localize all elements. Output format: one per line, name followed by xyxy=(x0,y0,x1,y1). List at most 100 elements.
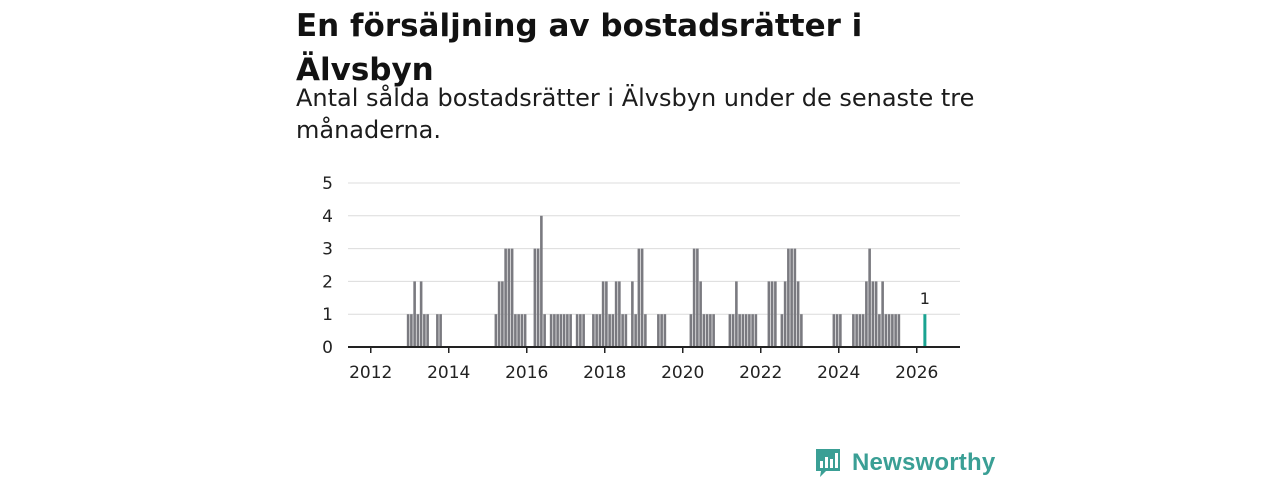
y-tick-label: 0 xyxy=(322,338,333,358)
bar xyxy=(835,314,839,347)
bar-chart-speech-bubble-icon xyxy=(816,449,840,477)
bar xyxy=(566,314,569,347)
x-tick-label: 2014 xyxy=(427,363,470,383)
bar xyxy=(865,281,868,347)
bar xyxy=(504,248,507,347)
x-tick-label: 2012 xyxy=(349,363,392,383)
bar xyxy=(618,281,621,347)
bar xyxy=(644,314,647,347)
bar xyxy=(800,314,803,347)
bar xyxy=(423,314,426,347)
bar xyxy=(692,248,696,347)
bar xyxy=(832,314,836,347)
bar xyxy=(631,281,634,347)
bars xyxy=(406,215,927,347)
bar xyxy=(790,248,793,347)
bar xyxy=(852,314,855,347)
bar xyxy=(891,314,894,347)
bar xyxy=(501,281,504,347)
bar xyxy=(419,281,423,347)
bar xyxy=(741,314,745,347)
bar xyxy=(657,314,660,347)
bar xyxy=(689,314,693,347)
bar xyxy=(738,314,741,347)
chart-title: En försäljning av bostadsrätter i Älvsby… xyxy=(296,8,863,88)
bar xyxy=(582,314,585,347)
chart-subtitle: Antal sålda bostadsrätter i Älvsbyn unde… xyxy=(296,84,975,144)
bar xyxy=(728,314,732,347)
bar xyxy=(543,314,546,347)
y-tick-label: 3 xyxy=(322,240,333,260)
bar xyxy=(871,281,875,347)
bar xyxy=(709,314,712,347)
bar xyxy=(878,314,881,347)
bar xyxy=(767,281,771,347)
bar xyxy=(562,314,566,347)
bar xyxy=(614,281,618,347)
bar xyxy=(575,314,579,347)
bar xyxy=(601,281,605,347)
bar xyxy=(549,314,553,347)
annotations: 1 xyxy=(920,289,930,308)
bar xyxy=(598,314,602,347)
x-tick-label: 2016 xyxy=(505,363,548,383)
bar xyxy=(595,314,598,347)
bar xyxy=(770,281,774,347)
bar xyxy=(436,314,439,347)
bar xyxy=(894,314,897,347)
bar xyxy=(640,248,644,347)
x-tick-label: 2024 xyxy=(817,363,860,383)
bar xyxy=(663,314,667,347)
y-tick-label: 5 xyxy=(322,174,333,194)
x-tick-label: 2018 xyxy=(583,363,626,383)
y-axis-tick-labels: 0 1 2 3 4 5 xyxy=(322,174,333,358)
bar xyxy=(556,314,559,347)
brand-name: Newsworthy xyxy=(852,449,996,476)
bar xyxy=(413,281,416,347)
bar xyxy=(540,215,543,347)
bar xyxy=(507,248,511,347)
bar xyxy=(410,314,413,347)
bar xyxy=(553,314,556,347)
y-tick-label: 4 xyxy=(322,207,333,227)
bar xyxy=(783,281,787,347)
data-label: 1 xyxy=(920,289,930,308)
bar xyxy=(884,314,888,347)
bar xyxy=(705,314,709,347)
bar xyxy=(579,314,582,347)
bar xyxy=(702,314,706,347)
highlight-bar xyxy=(923,314,927,347)
bar xyxy=(787,248,790,347)
bar xyxy=(897,314,901,347)
y-tick-label: 2 xyxy=(322,272,333,292)
bar xyxy=(611,314,615,347)
bar xyxy=(748,314,751,347)
bar xyxy=(634,314,637,347)
x-tick-label: 2020 xyxy=(661,363,704,383)
bar xyxy=(497,281,501,347)
bar xyxy=(517,314,520,347)
bar xyxy=(744,314,748,347)
bar xyxy=(608,314,611,347)
bar xyxy=(712,314,715,347)
bar xyxy=(796,281,800,347)
bar xyxy=(426,314,429,347)
bar xyxy=(774,281,777,347)
bar xyxy=(855,314,858,347)
bar xyxy=(881,281,884,347)
bar xyxy=(637,248,641,347)
bar xyxy=(494,314,498,347)
bar xyxy=(592,314,595,347)
bar xyxy=(780,314,784,347)
bar xyxy=(874,281,878,347)
bar xyxy=(793,248,797,347)
bar xyxy=(605,281,608,347)
bar xyxy=(569,314,572,347)
bar xyxy=(510,248,514,347)
x-tick-label: 2026 xyxy=(895,363,938,383)
bar xyxy=(536,248,540,347)
bar xyxy=(523,314,527,347)
bar xyxy=(751,314,754,347)
bar xyxy=(696,248,699,347)
